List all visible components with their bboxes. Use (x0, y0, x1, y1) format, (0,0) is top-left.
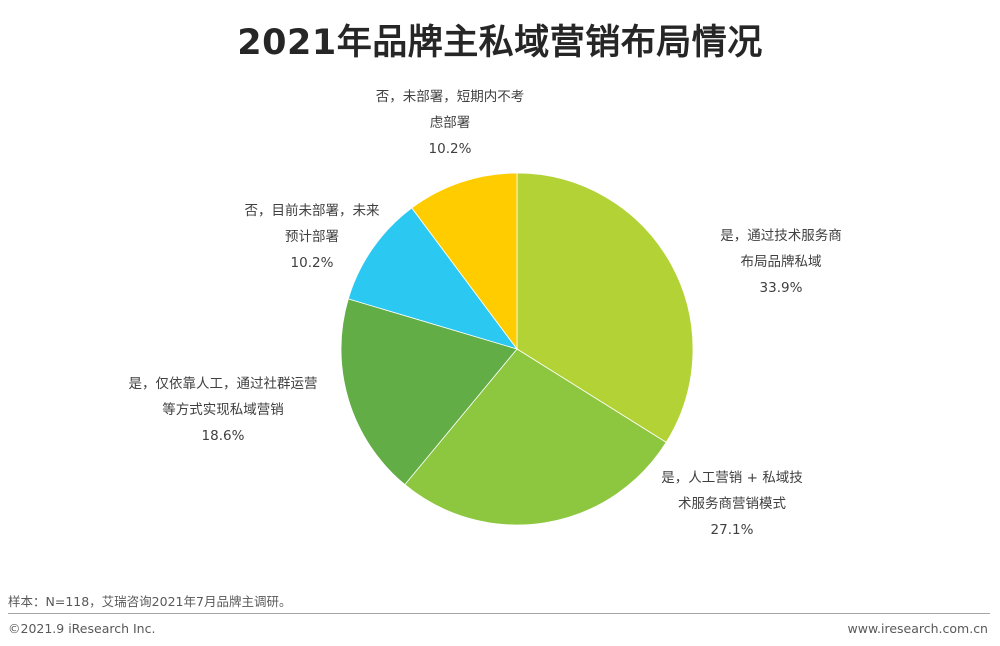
pie-slice-not-considering (411, 172, 518, 351)
slice-label-not-considering: 否，未部署，短期内不考 虑部署 10.2% (375, 89, 525, 157)
website-url: www.iresearch.com.cn (847, 621, 989, 636)
pie-slice-plan-to-deploy (347, 207, 519, 350)
sample-note: 样本：N=118，艾瑞咨询2021年7月品牌主调研。 (8, 594, 292, 609)
pie-slice-manual-only (340, 298, 518, 486)
chart-title: 2021年品牌主私域营销布局情况 (237, 23, 763, 63)
pie-slice-tech-provider (516, 172, 694, 443)
footer-divider (8, 613, 990, 614)
slice-label-manual-plus-tech: 是，人工营销 + 私域技 术服务商营销模式 27.1% (661, 470, 803, 538)
slice-label-plan-to-deploy: 否，目前未部署，未来 预计部署 10.2% (244, 203, 380, 271)
pie-slice-manual-plus-tech (404, 348, 667, 526)
copyright-text: ©2021.9 iResearch Inc. (8, 621, 156, 636)
slice-label-manual-only: 是，仅依靠人工，通过社群运营 等方式实现私域营销 18.6% (128, 376, 318, 444)
slice-label-tech-provider: 是，通过技术服务商 布局品牌私域 33.9% (720, 228, 842, 296)
